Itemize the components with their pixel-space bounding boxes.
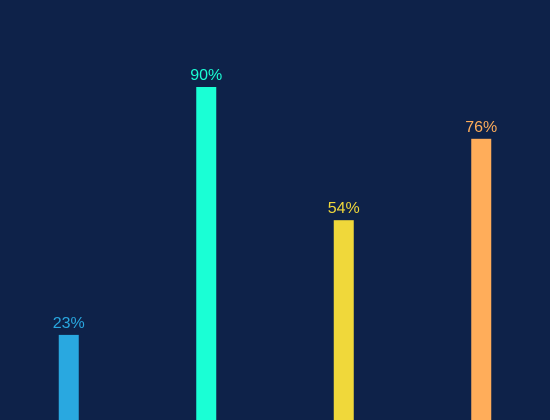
value-label: 23% — [53, 315, 85, 332]
value-label: 54% — [328, 200, 360, 217]
bar — [333, 220, 354, 420]
value-label: 90% — [190, 67, 222, 84]
bar — [196, 87, 217, 420]
bar — [58, 334, 79, 420]
value-label: 76% — [465, 119, 497, 136]
bar — [471, 138, 492, 420]
